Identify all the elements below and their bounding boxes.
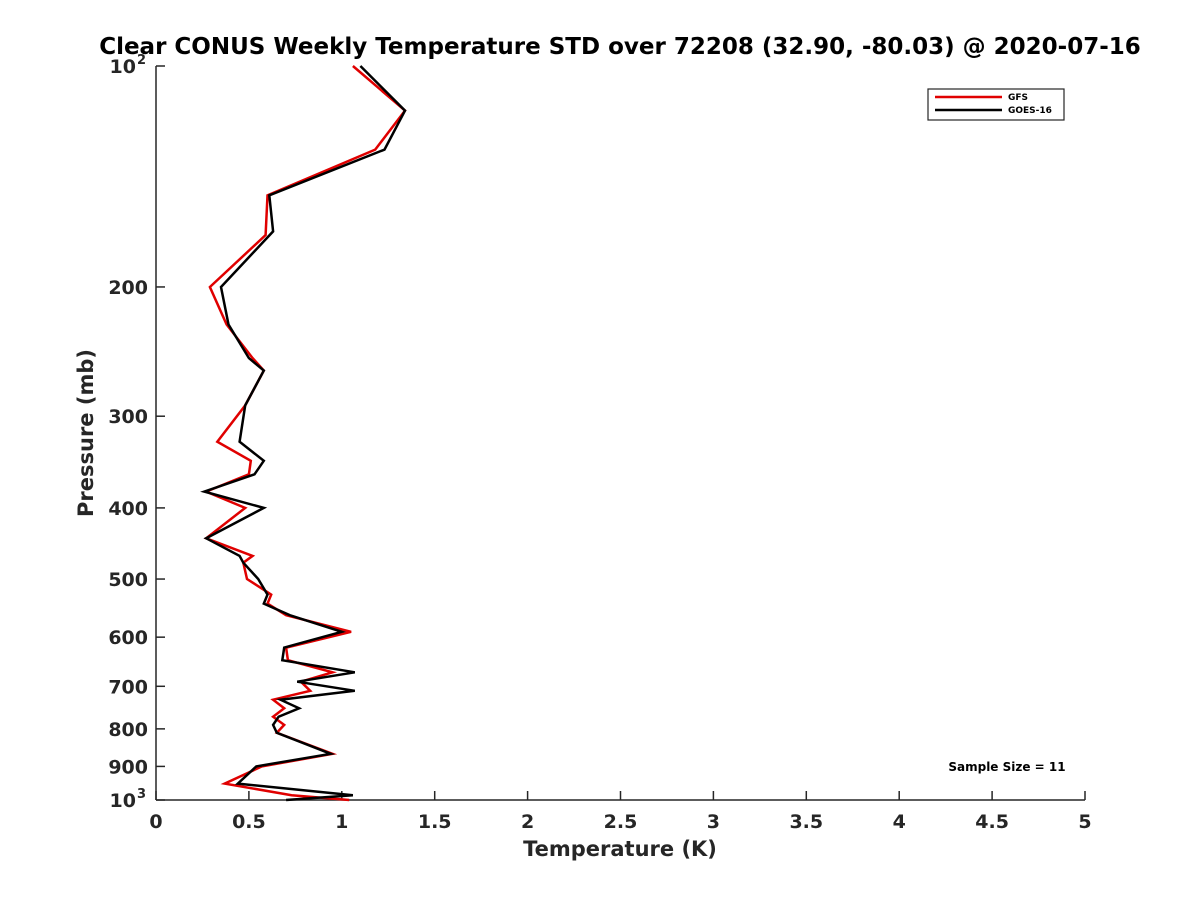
x-tick-label: 2: [521, 811, 534, 833]
x-tick-label: 0: [149, 811, 162, 833]
series-line-0: [202, 65, 407, 802]
x-tick-label: 3.5: [789, 811, 823, 833]
x-axis-label: Temperature (K): [523, 837, 717, 861]
chart-title: Clear CONUS Weekly Temperature STD over …: [99, 34, 1141, 60]
series-line-1: [200, 65, 407, 802]
y-tick-label: 600: [108, 627, 148, 649]
y-tick-label: 900: [108, 756, 148, 778]
y-tick-label-base: 10: [110, 790, 136, 812]
legend-box: [927, 88, 1065, 121]
y-axis-label: Pressure (mb): [74, 349, 98, 517]
x-tick-label: 3: [707, 811, 720, 833]
series-layer: [200, 65, 407, 802]
legend-label: GFS: [1008, 93, 1028, 103]
y-tick-label-base: 10: [110, 56, 136, 78]
x-tick-label: 1.5: [418, 811, 452, 833]
y-tick-label: 700: [108, 676, 148, 698]
x-ticks: 0 0.5 1 1.5 2 2.5 3 3.5 4 4.5 5: [149, 791, 1092, 833]
y-tick-label-exponent: 3: [137, 787, 146, 802]
x-tick-label: 4: [893, 811, 906, 833]
x-tick-label: 5: [1078, 811, 1091, 833]
y-tick-label: 200: [108, 277, 148, 299]
x-tick-label: 1: [335, 811, 348, 833]
x-tick-label: 0.5: [232, 811, 266, 833]
legend-label: GOES-16: [1008, 106, 1052, 116]
y-tick-label-exponent: 2: [137, 53, 146, 68]
x-tick-label: 2.5: [604, 811, 638, 833]
y-tick-label: 800: [108, 719, 148, 741]
x-tick-label: 4.5: [975, 811, 1009, 833]
y-tick-label: 500: [108, 569, 148, 591]
sample-size-annotation: Sample Size = 11: [948, 760, 1065, 774]
y-tick-label: 400: [108, 498, 148, 520]
legend: GFS GOES-16: [927, 88, 1065, 121]
axes: [155, 66, 1085, 801]
y-tick-label: 300: [108, 406, 148, 428]
